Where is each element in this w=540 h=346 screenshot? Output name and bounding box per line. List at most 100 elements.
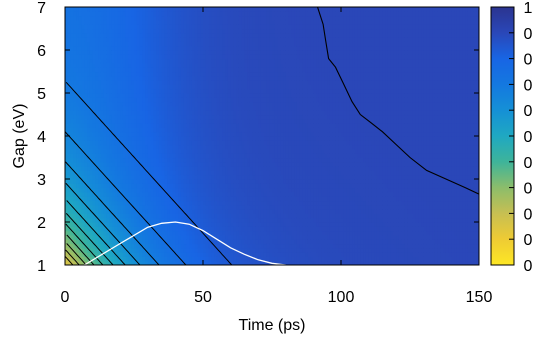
heatmap-cell	[227, 24, 232, 30]
heatmap-cell	[122, 114, 127, 120]
heatmap-cell	[76, 19, 80, 25]
heatmap-cell	[147, 131, 152, 137]
heatmap-cell	[258, 191, 262, 197]
heatmap-cell	[70, 140, 74, 146]
heatmap-cell	[175, 131, 179, 137]
heatmap-cell	[186, 136, 190, 141]
heatmap-cell	[249, 260, 254, 265]
heatmap-cell	[227, 58, 232, 64]
heatmap-cell	[150, 118, 154, 124]
heatmap-cell	[178, 105, 182, 111]
heatmap-cell	[244, 196, 248, 202]
heatmap-cell	[142, 148, 146, 154]
heatmap-cell	[272, 209, 276, 214]
heatmap-cell	[128, 187, 132, 193]
heatmap-cell	[291, 136, 295, 141]
heatmap-cell	[227, 45, 232, 51]
heatmap-cell	[65, 11, 69, 17]
heatmap-cell	[145, 97, 149, 103]
heatmap-cell	[208, 101, 212, 107]
heatmap-cell	[128, 11, 132, 17]
heatmap-cell	[208, 114, 212, 120]
heatmap-cell	[186, 230, 190, 236]
heatmap-cell	[70, 58, 74, 64]
heatmap-cell	[164, 230, 168, 236]
heatmap-cell	[249, 80, 254, 85]
heatmap-cell	[258, 226, 262, 232]
heatmap-cell	[120, 54, 124, 60]
heatmap-cell	[147, 50, 152, 55]
heatmap-cell	[283, 209, 287, 214]
heatmap-cell	[134, 54, 138, 60]
heatmap-cell	[208, 71, 212, 77]
heatmap-cell	[200, 166, 204, 171]
heatmap-cell	[65, 19, 69, 25]
heatmap-cell	[272, 157, 276, 163]
heatmap-cell	[142, 247, 146, 253]
heatmap-cell	[153, 84, 157, 90]
heatmap-cell	[227, 187, 232, 193]
heatmap-cell	[211, 226, 215, 232]
heatmap-cell	[280, 179, 284, 184]
heatmap-cell	[203, 67, 207, 73]
heatmap-cell	[78, 157, 83, 163]
heatmap-cell	[283, 37, 287, 42]
heatmap-cell	[67, 127, 72, 133]
heatmap-cell	[180, 7, 185, 12]
heatmap-cell	[139, 222, 143, 227]
heatmap-cell	[203, 32, 207, 38]
heatmap-cell	[236, 213, 240, 219]
heatmap-cell	[255, 213, 259, 219]
heatmap-cell	[214, 204, 218, 210]
heatmap-cell	[283, 24, 287, 30]
heatmap-cell	[84, 71, 88, 77]
heatmap-cell	[249, 58, 254, 64]
heatmap-cell	[128, 75, 132, 81]
heatmap-cell	[172, 204, 176, 210]
heatmap-cell	[76, 230, 80, 236]
heatmap-cell	[145, 174, 149, 180]
heatmap-cell	[244, 166, 248, 171]
heatmap-cell	[219, 118, 223, 124]
heatmap-cell	[227, 37, 232, 42]
heatmap-cell	[227, 84, 232, 90]
heatmap-cell	[114, 54, 119, 60]
heatmap-cell	[203, 239, 207, 245]
heatmap-cell	[117, 114, 121, 120]
heatmap-cell	[147, 58, 152, 64]
heatmap-cell	[147, 19, 152, 25]
heatmap-cell	[156, 256, 160, 262]
heatmap-cell	[260, 105, 265, 111]
heatmap-cell	[172, 101, 176, 107]
heatmap-cell	[183, 15, 188, 21]
heatmap-cell	[183, 222, 188, 227]
heatmap-cell	[84, 28, 88, 34]
heatmap-cell	[145, 252, 149, 257]
heatmap-cell	[189, 11, 193, 17]
heatmap-cell	[291, 161, 295, 167]
heatmap-cell	[249, 7, 254, 12]
heatmap-cell	[89, 136, 94, 141]
heatmap-cell	[128, 217, 132, 223]
heatmap-cell	[263, 234, 268, 240]
heatmap-cell	[266, 58, 270, 64]
heatmap-cell	[280, 45, 284, 51]
heatmap-cell	[125, 127, 130, 133]
heatmap-cell	[120, 131, 124, 137]
heatmap-cell	[134, 84, 138, 90]
heatmap-cell	[175, 80, 179, 85]
heatmap-cell	[216, 97, 221, 103]
heatmap-cell	[216, 252, 221, 257]
heatmap-cell	[216, 37, 221, 42]
heatmap-cell	[120, 41, 124, 47]
heatmap-cell	[197, 54, 201, 60]
heatmap-cell	[84, 196, 88, 202]
heatmap-cell	[272, 131, 276, 137]
heatmap-cell	[117, 88, 121, 94]
heatmap-cell	[147, 93, 152, 98]
heatmap-cell	[227, 101, 232, 107]
heatmap-cell	[233, 41, 237, 47]
heatmap-cell	[269, 217, 273, 223]
heatmap-cell	[103, 226, 107, 232]
heatmap-cell	[211, 54, 215, 60]
